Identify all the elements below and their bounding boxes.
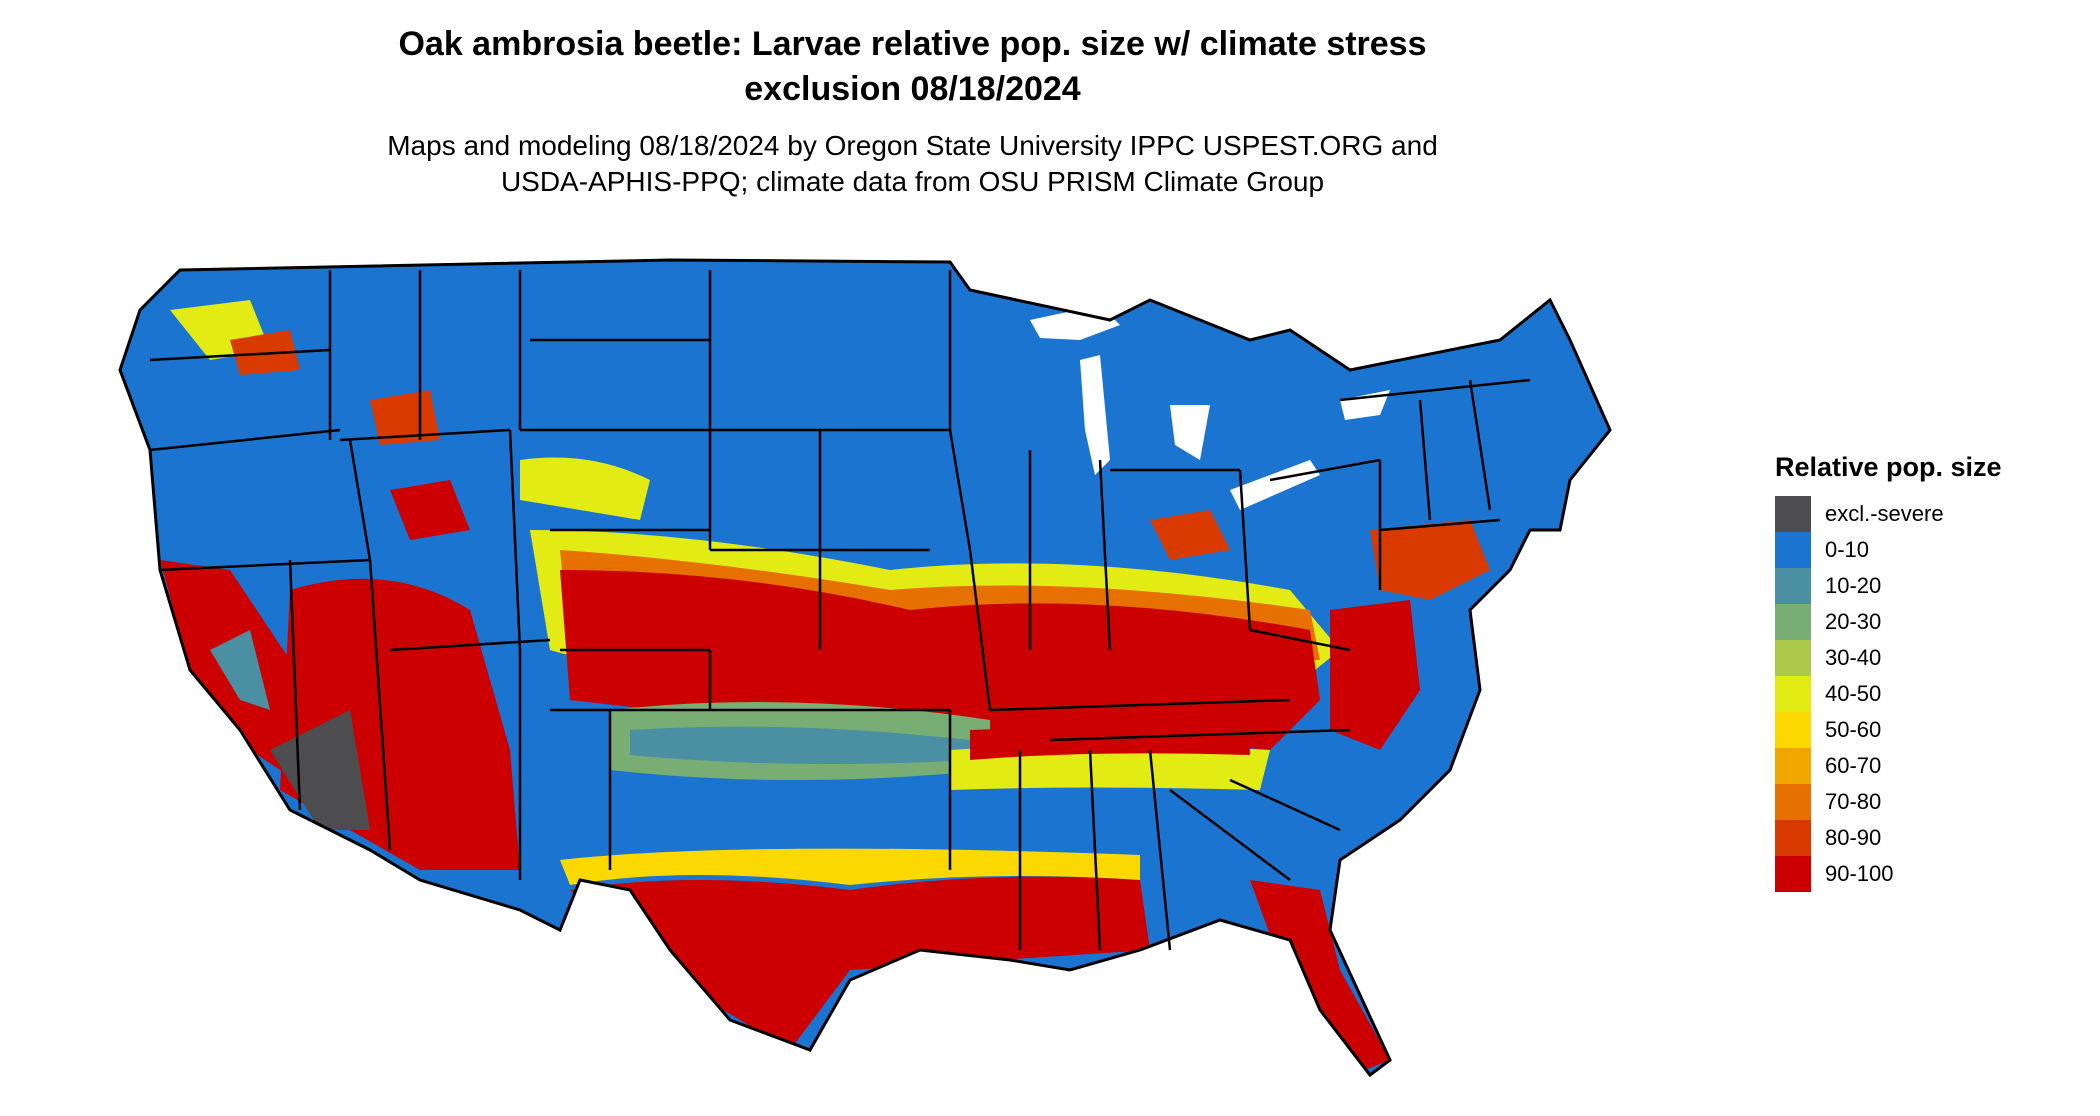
map-subtitle-line-2: USDA-APHIS-PPQ; climate data from OSU PR…: [500, 166, 1325, 197]
legend-item: 80-90: [1775, 820, 2075, 856]
map-title-line-1: Oak ambrosia beetle: Larvae relative pop…: [398, 25, 1427, 63]
legend-swatch: [1775, 532, 1811, 568]
zone-80-90-new-england: [1370, 520, 1490, 600]
legend-swatch: [1775, 568, 1811, 604]
map-subtitle: Maps and modeling 08/18/2024 by Oregon S…: [0, 128, 1825, 200]
us-population-map: [118, 258, 1612, 1078]
legend-item: 60-70: [1775, 748, 2075, 784]
legend-label: 40-50: [1825, 681, 1882, 706]
zone-10-20-ok: [630, 726, 970, 764]
legend-label: 30-40: [1825, 645, 1882, 670]
us-map-panel: [90, 230, 1740, 1110]
zone-excluded-desert: [270, 710, 370, 830]
legend-item: 20-30: [1775, 604, 2075, 640]
legend-swatch: [1775, 496, 1811, 532]
state-boundaries: [149, 270, 1531, 951]
zone-80-90-rockies: [370, 390, 440, 445]
zone-80-90-michigan: [1150, 510, 1230, 560]
legend-swatch: [1775, 856, 1811, 892]
legend-swatch: [1775, 820, 1811, 856]
legend-item: 50-60: [1775, 712, 2075, 748]
legend-item: 30-40: [1775, 640, 2075, 676]
legend-item: 90-100: [1775, 856, 2075, 892]
us-outline: [118, 258, 1612, 1078]
legend-swatch: [1775, 604, 1811, 640]
legend-label: 70-80: [1825, 789, 1882, 814]
legend-item: 70-80: [1775, 784, 2075, 820]
legend-label: excl.-severe: [1825, 501, 1944, 526]
legend-title: Relative pop. size: [1775, 452, 2002, 482]
legend-item: 10-20: [1775, 568, 2075, 604]
population-raster: [120, 260, 1610, 1075]
legend-label: 80-90: [1825, 825, 1882, 850]
zone-90-100-utah: [390, 480, 470, 540]
legend-swatch: [1775, 784, 1811, 820]
zone-40-50-sd: [520, 457, 650, 520]
legend-label: 50-60: [1825, 717, 1882, 742]
map-legend: Relative pop. size excl.-severe 0-10 10-20…: [1775, 450, 2075, 892]
zone-10-20-sierra: [210, 630, 270, 710]
legend-label: 90-100: [1825, 861, 1894, 886]
legend-swatch: [1775, 640, 1811, 676]
legend-items: excl.-severe 0-10 10-20 20-30 30-40 40-50 50-6…: [1775, 496, 2075, 892]
map-subtitle-line-1: Maps and modeling 08/18/2024 by Oregon S…: [387, 130, 1438, 161]
legend-label: 60-70: [1825, 753, 1882, 778]
legend-label: 20-30: [1825, 609, 1882, 634]
legend-swatch: [1775, 676, 1811, 712]
legend-swatch: [1775, 712, 1811, 748]
legend-item: 0-10: [1775, 532, 2075, 568]
zone-90-100-mid-atlantic: [1330, 600, 1420, 750]
zone-50-60-gulf-edge: [560, 848, 1140, 885]
legend-item: 40-50: [1775, 676, 2075, 712]
zone-90-100-florida: [1250, 880, 1390, 1075]
legend-item: excl.-severe: [1775, 496, 2075, 532]
legend-label: 0-10: [1825, 537, 1870, 562]
zone-90-100-gulf: [570, 876, 1150, 1050]
map-title: Oak ambrosia beetle: Larvae relative pop…: [0, 22, 1825, 112]
legend-label: 10-20: [1825, 573, 1882, 598]
map-title-line-2: exclusion 08/18/2024: [744, 70, 1081, 108]
legend-swatch: [1775, 748, 1811, 784]
zone-40-50-southeast: [950, 745, 1270, 790]
